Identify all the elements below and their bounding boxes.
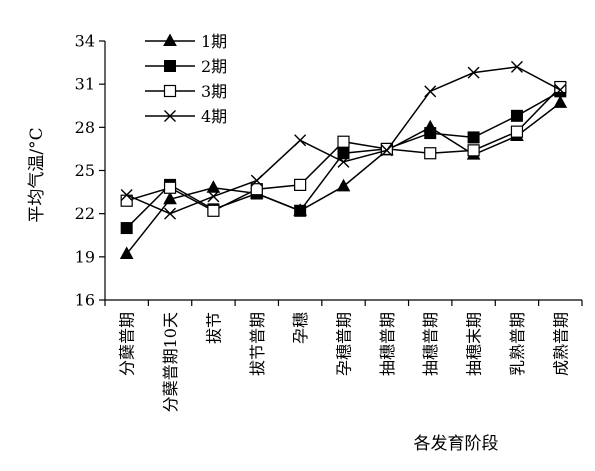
series-3 — [120, 80, 567, 217]
x-tick-label: 孕穗普期 — [335, 312, 354, 376]
series-line — [126, 102, 561, 255]
y-tick-label: 28 — [75, 118, 95, 137]
data-point — [164, 110, 176, 122]
legend-label: 4期 — [201, 107, 227, 126]
y-tick-label: 31 — [75, 75, 95, 94]
data-point — [294, 204, 307, 217]
data-point — [337, 155, 350, 168]
x-tick-label: 抽穗普期 — [378, 312, 397, 376]
x-tick-label: 分蘖普期 — [118, 312, 137, 376]
data-point — [424, 127, 437, 140]
data-point — [467, 131, 480, 144]
data-point — [380, 142, 393, 156]
data-point — [120, 188, 133, 201]
data-point — [510, 109, 523, 122]
y-axis-title: 平均气温/°C — [27, 127, 47, 222]
legend-item-4: 4期 — [145, 107, 227, 126]
data-point — [510, 60, 523, 73]
legend-label: 1期 — [201, 32, 227, 51]
data-point — [163, 181, 177, 194]
data-point — [119, 246, 134, 259]
legend-item-2: 2期 — [145, 57, 227, 76]
data-point — [294, 134, 307, 147]
series-4 — [120, 60, 567, 220]
legend-label: 2期 — [201, 57, 227, 76]
legend-item-1: 1期 — [145, 32, 227, 51]
data-point — [510, 125, 524, 138]
series-line — [126, 90, 561, 229]
data-point — [467, 144, 480, 157]
y-tick-label: 19 — [75, 247, 95, 266]
data-point — [164, 207, 177, 220]
x-tick-label: 成熟普期 — [551, 312, 570, 376]
data-point — [164, 60, 176, 72]
data-point — [380, 144, 393, 157]
data-point — [250, 174, 263, 187]
y-tick-label: 34 — [75, 32, 95, 51]
data-point — [250, 183, 263, 196]
legend-item-3: 3期 — [145, 82, 227, 101]
data-point — [120, 222, 133, 235]
data-point — [424, 85, 437, 98]
data-point — [163, 84, 177, 98]
x-tick-label: 抽穗末期 — [465, 312, 484, 376]
data-point — [467, 66, 480, 79]
x-tick-label: 孕穗 — [291, 312, 310, 344]
series-layer — [119, 60, 568, 259]
x-tick-label: 乳熟普期 — [508, 312, 527, 376]
data-point — [163, 33, 177, 46]
x-axis-title: 各发育阶段 — [414, 434, 499, 454]
data-point — [206, 180, 221, 193]
data-point — [337, 135, 350, 148]
data-point — [336, 178, 351, 192]
x-tick-label: 拔节 — [204, 312, 223, 344]
data-point — [554, 83, 567, 96]
data-point — [207, 204, 220, 217]
legend: 1期 2期 3期 4期 — [145, 32, 227, 126]
data-point — [424, 147, 437, 160]
data-point — [294, 178, 307, 191]
series-2 — [120, 85, 567, 235]
x-tick-label: 分蘖普期10天 — [161, 312, 180, 412]
data-point — [553, 95, 568, 108]
y-tick-label: 16 — [75, 291, 95, 310]
x-tick-label: 抽穗普期 — [421, 312, 440, 376]
data-point — [207, 190, 220, 203]
series-1 — [119, 95, 568, 259]
legend-label: 3期 — [201, 82, 227, 101]
x-tick-label: 拔节普期 — [248, 312, 267, 376]
axes: 16 19 22 25 28 31 34 分蘖普期 分蘖普期10天 拔节 拔节普期 孕穗 孕穗普期 抽穗普… — [75, 32, 583, 412]
data-point — [163, 191, 177, 205]
y-tick-label: 22 — [75, 204, 95, 223]
y-tick-label: 25 — [75, 161, 95, 180]
